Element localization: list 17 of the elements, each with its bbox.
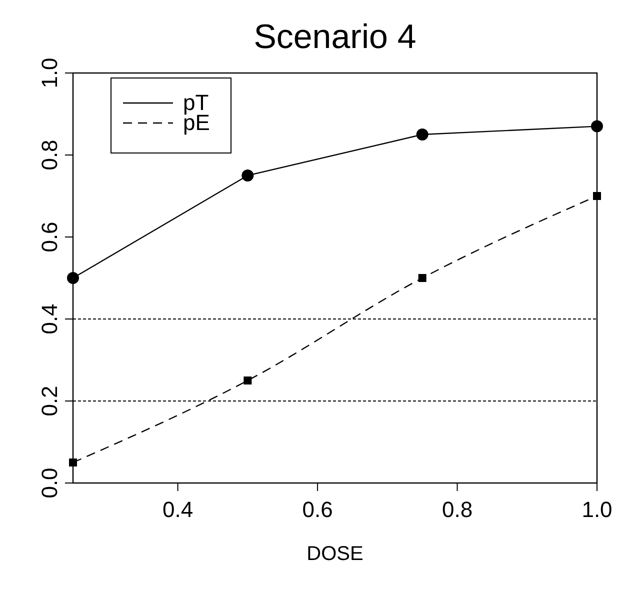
- y-tick-label: 0.8: [37, 140, 62, 170]
- point: [244, 376, 252, 384]
- chart-title: Scenario 4: [254, 18, 416, 56]
- y-tick-label: 0.2: [37, 386, 62, 416]
- x-tick-label: 0.4: [162, 497, 194, 522]
- x-tick-label: 0.6: [302, 497, 333, 522]
- x-tick-label: 0.8: [442, 497, 473, 522]
- y-tick-label: 0.4: [37, 304, 62, 334]
- x-tick-label: 1.0: [582, 497, 612, 522]
- point: [591, 120, 603, 132]
- y-tick-label: 0.0: [37, 468, 62, 498]
- point: [418, 274, 426, 282]
- y-tick-label: 0.6: [37, 222, 62, 252]
- point: [242, 170, 254, 182]
- point: [416, 128, 428, 140]
- y-tick-label: 1.0: [37, 58, 62, 88]
- x-axis-title: DOSE: [306, 543, 364, 565]
